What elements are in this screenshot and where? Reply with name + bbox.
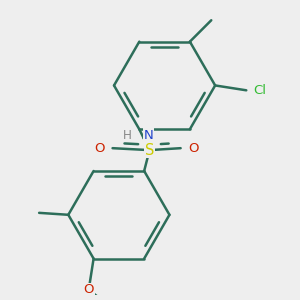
Text: O: O bbox=[83, 283, 94, 296]
Text: S: S bbox=[145, 142, 154, 158]
Text: H: H bbox=[123, 129, 132, 142]
Text: O: O bbox=[95, 142, 105, 155]
Text: O: O bbox=[188, 142, 199, 155]
Text: Cl: Cl bbox=[254, 84, 266, 97]
Text: N: N bbox=[144, 129, 153, 142]
